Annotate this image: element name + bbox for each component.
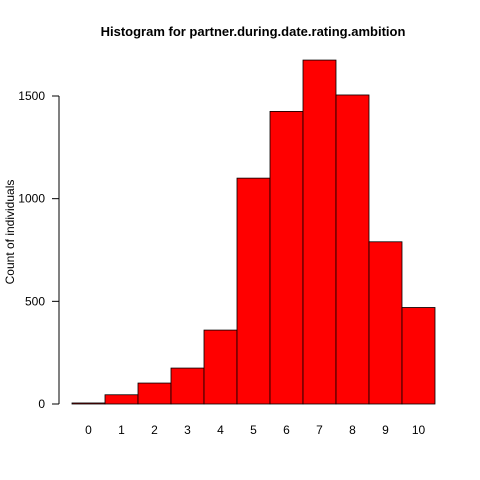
- x-tick-labels: 0 1 2 3 4 5 6 7 8 9 10: [85, 423, 425, 437]
- x-tick-label-9: 9: [382, 423, 389, 437]
- bar-0: [71, 402, 106, 405]
- x-tick-label-5: 5: [250, 423, 257, 437]
- x-tick-label-3: 3: [184, 423, 191, 437]
- y-axis-label: Count of individuals: [3, 180, 17, 285]
- bar-2: [137, 382, 172, 405]
- y-tick-label-1500: 1500: [18, 89, 45, 103]
- bar-3: [170, 367, 205, 405]
- bar-7: [302, 59, 337, 405]
- x-tick-label-4: 4: [217, 423, 224, 437]
- x-tick-label-6: 6: [283, 423, 290, 437]
- y-tick-label-0: 0: [38, 397, 45, 411]
- x-tick-label-7: 7: [316, 423, 323, 437]
- bars-group: [71, 59, 436, 405]
- y-tick-label-1000: 1000: [18, 192, 45, 206]
- x-tick-label-10: 10: [412, 423, 426, 437]
- chart-title: Histogram for partner.during.date.rating…: [101, 24, 406, 39]
- bar-5: [236, 177, 271, 405]
- bar-9: [368, 241, 403, 405]
- bar-8: [335, 94, 370, 405]
- bar-4: [203, 329, 238, 405]
- y-axis: 0 500 1000 1500: [18, 89, 60, 411]
- bar-1: [104, 394, 139, 405]
- x-tick-label-1: 1: [118, 423, 125, 437]
- bar-10: [401, 307, 436, 405]
- x-tick-label-8: 8: [349, 423, 356, 437]
- bar-6: [269, 111, 304, 405]
- y-tick-label-500: 500: [25, 294, 45, 308]
- x-tick-label-2: 2: [151, 423, 158, 437]
- x-tick-label-0: 0: [85, 423, 92, 437]
